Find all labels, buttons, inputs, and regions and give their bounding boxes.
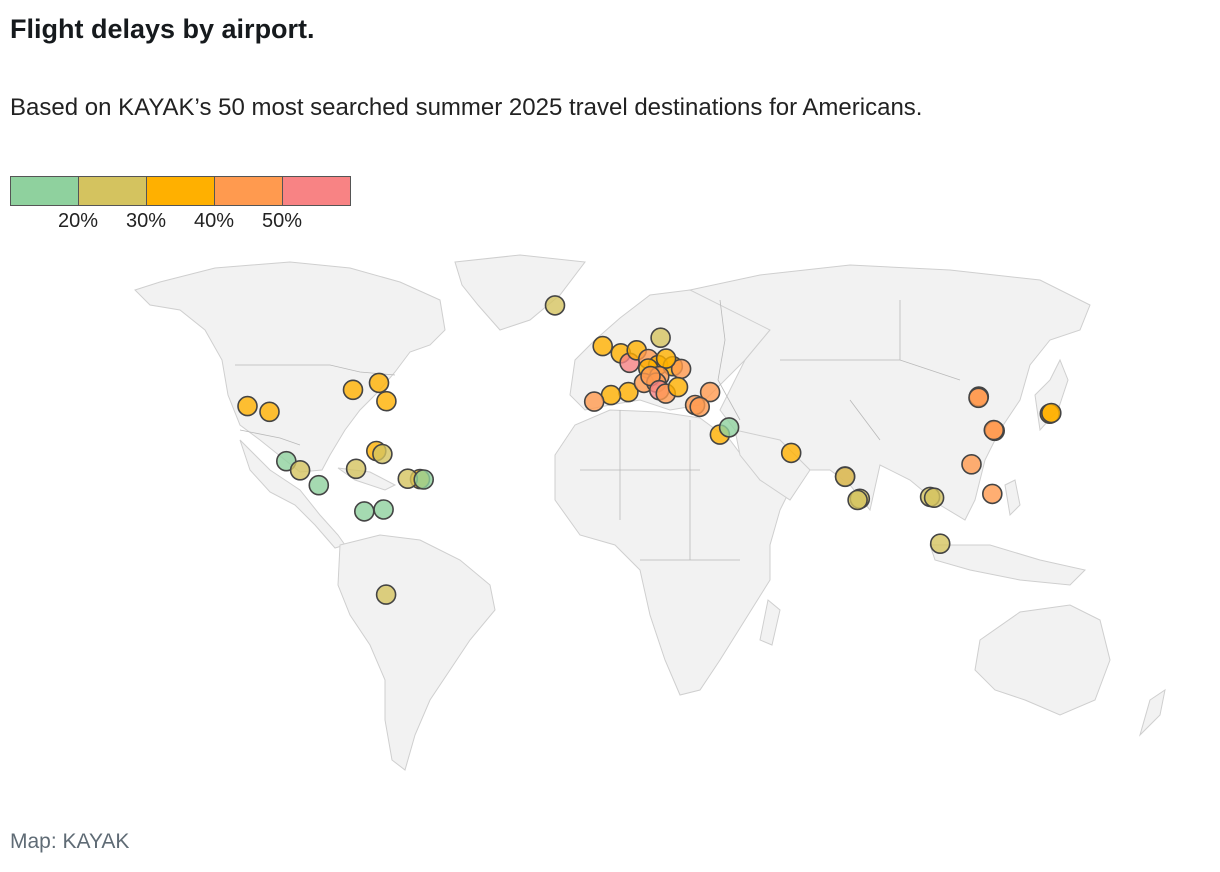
airport-marker[interactable] (342, 379, 364, 401)
color-legend: 20% 30% 40% 50% (10, 176, 370, 236)
airport-marker[interactable] (237, 395, 258, 417)
airport-marker[interactable] (650, 327, 671, 349)
airport-marker[interactable] (368, 372, 390, 394)
airport-marker[interactable] (929, 533, 951, 555)
legend-swatch-2 (79, 177, 147, 205)
airport-marker[interactable] (592, 335, 614, 357)
airport-marker[interactable] (718, 417, 740, 438)
airport-marker[interactable] (376, 390, 397, 412)
landmass (134, 254, 1166, 771)
africa-land (554, 409, 801, 696)
airport-marker[interactable] (373, 499, 394, 520)
madagascar-land (759, 599, 781, 646)
arabia-land (734, 429, 811, 501)
australia-land (974, 604, 1111, 716)
airport-marker[interactable] (372, 443, 393, 465)
border-us-mexico (239, 429, 301, 446)
airport-marker[interactable] (1041, 402, 1062, 424)
legend-swatch-4 (215, 177, 283, 205)
airport-marker[interactable] (968, 387, 989, 409)
legend-tick-50: 50% (261, 210, 303, 232)
airport-marker[interactable] (983, 419, 1005, 441)
airport-marker[interactable] (375, 584, 397, 605)
airport-marker[interactable] (259, 401, 280, 423)
airport-marker[interactable] (923, 487, 945, 509)
airport-marker[interactable] (345, 458, 367, 480)
airport-marker[interactable] (847, 489, 868, 511)
airport-markers (237, 295, 1062, 605)
airport-marker[interactable] (353, 501, 375, 522)
legend-swatch-5 (283, 177, 350, 205)
border-africa-interior (580, 410, 740, 561)
airport-marker[interactable] (413, 469, 435, 490)
page-title: Flight delays by airport. (10, 14, 315, 44)
page-subtitle: Based on KAYAK’s 50 most searched summer… (10, 94, 923, 121)
philippines-land (1004, 479, 1021, 517)
airport-marker[interactable] (667, 376, 689, 398)
airport-marker[interactable] (699, 381, 721, 403)
airport-marker[interactable] (655, 348, 677, 369)
airport-marker[interactable] (834, 466, 856, 488)
legend-swatch-1 (11, 177, 79, 205)
legend-bar (10, 176, 351, 206)
legend-swatch-3 (147, 177, 215, 205)
airport-marker[interactable] (308, 474, 330, 496)
airport-marker[interactable] (544, 295, 566, 316)
border-europe-asia (717, 299, 741, 421)
south-america-land (337, 534, 496, 771)
airport-marker[interactable] (780, 442, 802, 464)
airport-marker[interactable] (583, 391, 605, 412)
airport-marker[interactable] (289, 459, 311, 481)
airport-marker[interactable] (689, 396, 711, 418)
airport-marker[interactable] (981, 483, 1003, 505)
indonesia-land (929, 544, 1086, 586)
north-america-land (134, 261, 446, 473)
new-zealand-land (1138, 688, 1166, 737)
greenland-land (454, 254, 586, 331)
world-map (134, 254, 1166, 771)
map-credit: Map: KAYAK (10, 830, 130, 853)
airport-marker[interactable] (961, 453, 982, 475)
legend-tick-40: 40% (193, 210, 235, 232)
border-asia-interior (780, 300, 961, 441)
legend-tick-30: 30% (125, 210, 167, 232)
legend-tick-20: 20% (57, 210, 99, 232)
